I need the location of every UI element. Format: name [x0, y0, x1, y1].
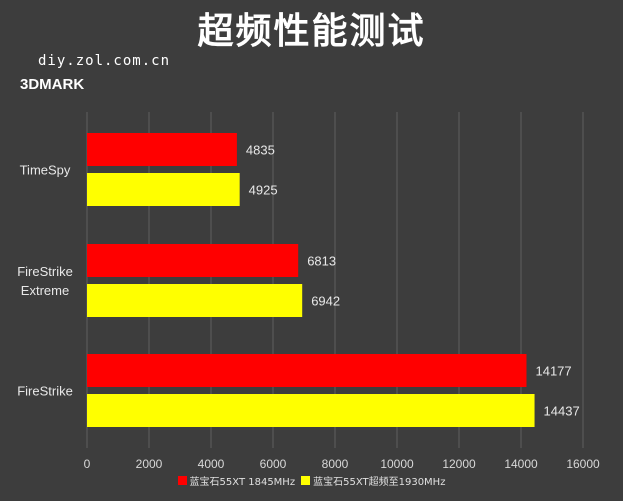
x-tick-label-7: 14000	[504, 457, 538, 471]
x-tick-label-6: 12000	[442, 457, 476, 471]
category-label-2: FireStrike	[17, 384, 73, 399]
chart-title: 超频性能测试	[197, 11, 426, 52]
x-tick-label-4: 8000	[322, 457, 349, 471]
legend-swatch-series-1	[177, 476, 187, 485]
bar-1-2	[87, 354, 527, 387]
x-tick-label-0: 0	[84, 457, 91, 471]
bar-2-2	[87, 394, 535, 427]
legend-swatch-series-2	[301, 476, 311, 485]
x-tick-label-3: 6000	[260, 457, 287, 471]
x-tick-label-2: 4000	[198, 457, 225, 471]
x-tick-label-5: 10000	[380, 457, 414, 471]
bar-2-1	[87, 284, 303, 317]
legend-item-series-1: 蓝宝石55XT 1845MHz	[177, 473, 296, 488]
category-label-0: TimeSpy	[20, 163, 71, 178]
data-label-1-0: 4835	[246, 143, 275, 158]
data-label-1-2: 14177	[535, 364, 571, 379]
bar-1-1	[87, 244, 299, 277]
data-label-2-2: 14437	[544, 404, 580, 419]
x-tick-label-8: 16000	[566, 457, 600, 471]
legend-item-series-2: 蓝宝石55XT超频至1930MHz	[301, 473, 445, 488]
x-tick-label-1: 2000	[136, 457, 163, 471]
legend-label-series-2: 蓝宝石55XT超频至1930MHz	[313, 477, 446, 488]
data-label-1-1: 6813	[307, 254, 336, 269]
bar-1-0	[87, 133, 237, 166]
bar-2-0	[87, 173, 240, 206]
category-label-1: FireStrike Extreme	[17, 264, 73, 298]
chart-subtitle: 3DMARK	[20, 76, 85, 93]
legend: 蓝宝石55XT 1845MHz 蓝宝石55XT超频至1930MHz	[0, 473, 623, 488]
watermark-text: diy.zol.com.cn	[38, 53, 171, 69]
data-label-2-0: 4925	[249, 183, 278, 198]
legend-label-series-1: 蓝宝石55XT 1845MHz	[189, 477, 296, 488]
data-label-2-1: 6942	[311, 294, 340, 309]
